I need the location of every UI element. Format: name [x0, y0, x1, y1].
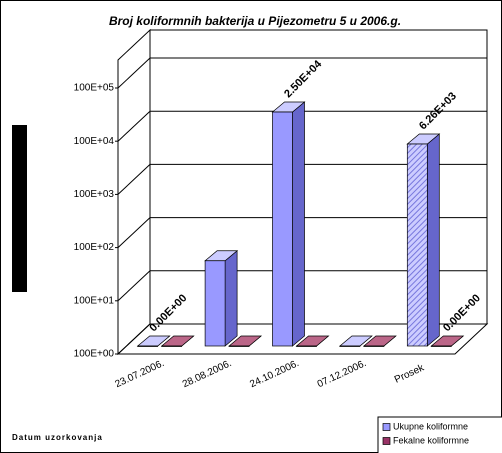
legend-box [377, 416, 502, 453]
bar [161, 345, 183, 347]
bar [204, 260, 226, 347]
y-tick-label: 100E+01 [74, 295, 115, 306]
grid-line-side [117, 57, 151, 89]
y-tick-label: 100E+03 [74, 189, 115, 200]
grid-line-side [117, 217, 151, 248]
bar [406, 143, 428, 347]
bar-side [224, 250, 238, 347]
bar [339, 345, 361, 347]
y-tick-label: 100E+05 [74, 83, 115, 94]
chart-title: Broj koliformnih bakterija u Pijezometru… [109, 14, 401, 28]
grid-line-side [117, 270, 151, 302]
y-tick-label: 100E+04 [74, 136, 115, 147]
bar-side [292, 101, 305, 347]
grid-line-side [117, 110, 151, 142]
bar [363, 345, 385, 347]
x-axis-title: Datum uzorkovanja [12, 433, 103, 442]
bar [296, 345, 317, 347]
bar [272, 111, 293, 347]
grid-line-side [117, 323, 151, 355]
legend-swatch [382, 437, 391, 445]
y-axis-title-block [12, 125, 27, 292]
bar [228, 345, 250, 347]
grid-line-side [117, 164, 151, 195]
legend-swatch [382, 423, 391, 431]
legend-label: Fekalne koliformne [393, 435, 469, 445]
bar-side [426, 133, 440, 347]
y-tick-label: 100E+02 [74, 242, 115, 253]
side-wall [117, 28, 151, 356]
y-tick-label: 100E+00 [74, 349, 115, 360]
legend-label: Ukupne koliformne [393, 421, 468, 431]
bar [137, 345, 159, 347]
bar [430, 345, 452, 347]
